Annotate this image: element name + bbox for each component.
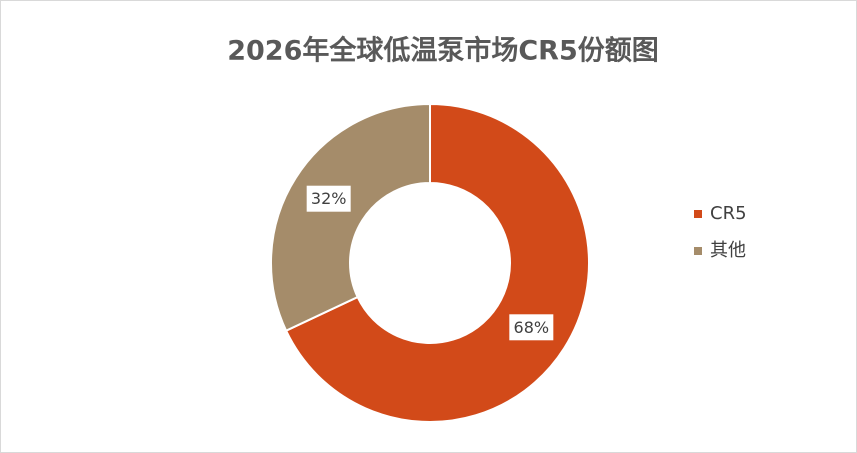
donut-slice bbox=[284, 102, 590, 423]
value-label-box bbox=[509, 314, 554, 341]
legend-label: 其他 bbox=[710, 240, 746, 261]
donut-slice bbox=[270, 102, 431, 333]
legend-label: CR5 bbox=[710, 203, 747, 224]
value-label-box bbox=[306, 185, 351, 212]
value-label: 32% bbox=[311, 189, 347, 208]
legend-swatch bbox=[694, 247, 702, 255]
chart-title: 2026年全球低温泵市场CR5份额图 bbox=[227, 35, 659, 67]
legend-swatch bbox=[694, 210, 702, 218]
value-label: 68% bbox=[514, 318, 550, 337]
